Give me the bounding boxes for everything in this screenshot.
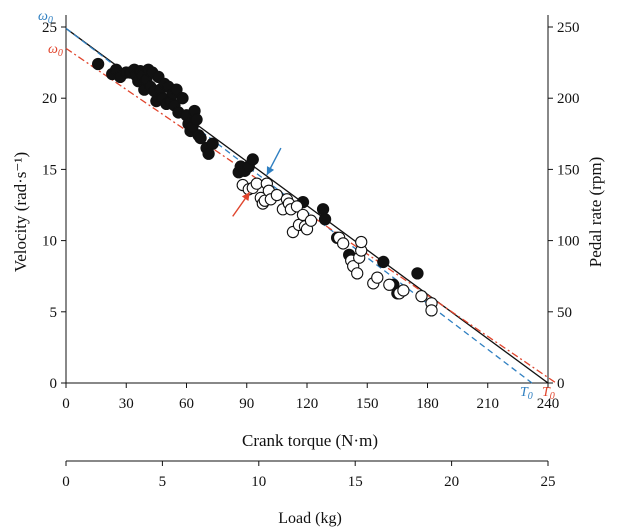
data-point-open <box>415 289 428 303</box>
data-point-filled <box>318 213 332 226</box>
y-axis-label: Velocity (rad·s⁻¹) <box>11 152 30 272</box>
x2-tick-label: 5 <box>159 474 167 490</box>
x2-tick-label: 0 <box>62 474 70 490</box>
x-tick-label: 90 <box>239 396 254 412</box>
data-point-open <box>290 200 304 213</box>
data-point-open <box>371 271 384 284</box>
y2-tick-label: 200 <box>557 91 580 107</box>
data-point-filled <box>190 113 203 126</box>
data-point-filled <box>176 92 189 105</box>
y2-axis-label: Pedal rate (rpm) <box>586 157 605 267</box>
x-tick-label: 180 <box>416 396 439 412</box>
data-point-filled <box>411 267 424 280</box>
x-tick-label: 120 <box>296 396 319 412</box>
x2-axis-label: Load (kg) <box>278 510 342 527</box>
x-tick-label: 0 <box>62 396 70 412</box>
x-tick-label: 30 <box>119 396 134 412</box>
y2-tick-label: 50 <box>557 305 572 321</box>
omega0-red-label: ω0 <box>48 42 63 59</box>
t0-red-label: T0 <box>542 385 555 402</box>
data-points <box>91 57 438 317</box>
y2-tick-label: 100 <box>557 234 580 250</box>
x-tick-label: 60 <box>179 396 194 412</box>
x-tick-label: 240 <box>537 396 560 412</box>
data-point-open <box>304 214 318 227</box>
y-tick-label: 5 <box>50 305 58 321</box>
data-point-open <box>355 235 368 249</box>
data-point-filled <box>206 137 219 150</box>
data-point-filled <box>377 255 390 269</box>
y2-tick-label: 150 <box>557 162 580 178</box>
data-point-open <box>383 278 396 291</box>
data-point-filled <box>316 203 330 216</box>
arrow-red-head <box>241 192 250 202</box>
omega0-blue-label: ω0 <box>38 9 53 26</box>
x2-tick-label: 10 <box>251 474 266 490</box>
x-tick-label: 210 <box>477 396 500 412</box>
tick-labels: 0 30 60 90 120 150 180 210 240051015202505010015… <box>42 20 580 490</box>
x2-tick-label: 25 <box>541 474 556 490</box>
t0-blue-label: T0 <box>520 385 533 402</box>
x2-tick-label: 15 <box>348 474 363 490</box>
y2-tick-label: 250 <box>557 20 580 36</box>
annotations: ω0 ω0 T0 T0 <box>38 9 555 402</box>
axes <box>61 15 553 466</box>
arrow-blue-head <box>266 166 275 176</box>
data-point-filled <box>91 57 105 71</box>
y-tick-label: 10 <box>42 234 57 250</box>
data-point-open <box>425 304 438 317</box>
x2-tick-label: 20 <box>444 474 459 490</box>
x-axis-label: Crank torque (N·m) <box>242 431 378 450</box>
data-point-filled <box>194 131 207 145</box>
data-point-open <box>351 267 364 280</box>
axis-labels: Crank torque (N·m) Load (kg) Velocity (r… <box>11 152 605 527</box>
y-tick-label: 0 <box>50 376 58 392</box>
arrows <box>232 147 282 217</box>
data-point-filled <box>246 153 259 166</box>
data-point-filled <box>170 83 183 96</box>
data-point-open <box>397 284 410 297</box>
y-tick-label: 20 <box>42 91 57 107</box>
y-tick-label: 25 <box>42 20 57 36</box>
data-point-open <box>336 237 350 250</box>
data-point-open <box>270 188 284 202</box>
y-tick-label: 15 <box>42 162 57 178</box>
x-tick-label: 150 <box>356 396 379 412</box>
y2-tick-label: 0 <box>557 376 565 392</box>
